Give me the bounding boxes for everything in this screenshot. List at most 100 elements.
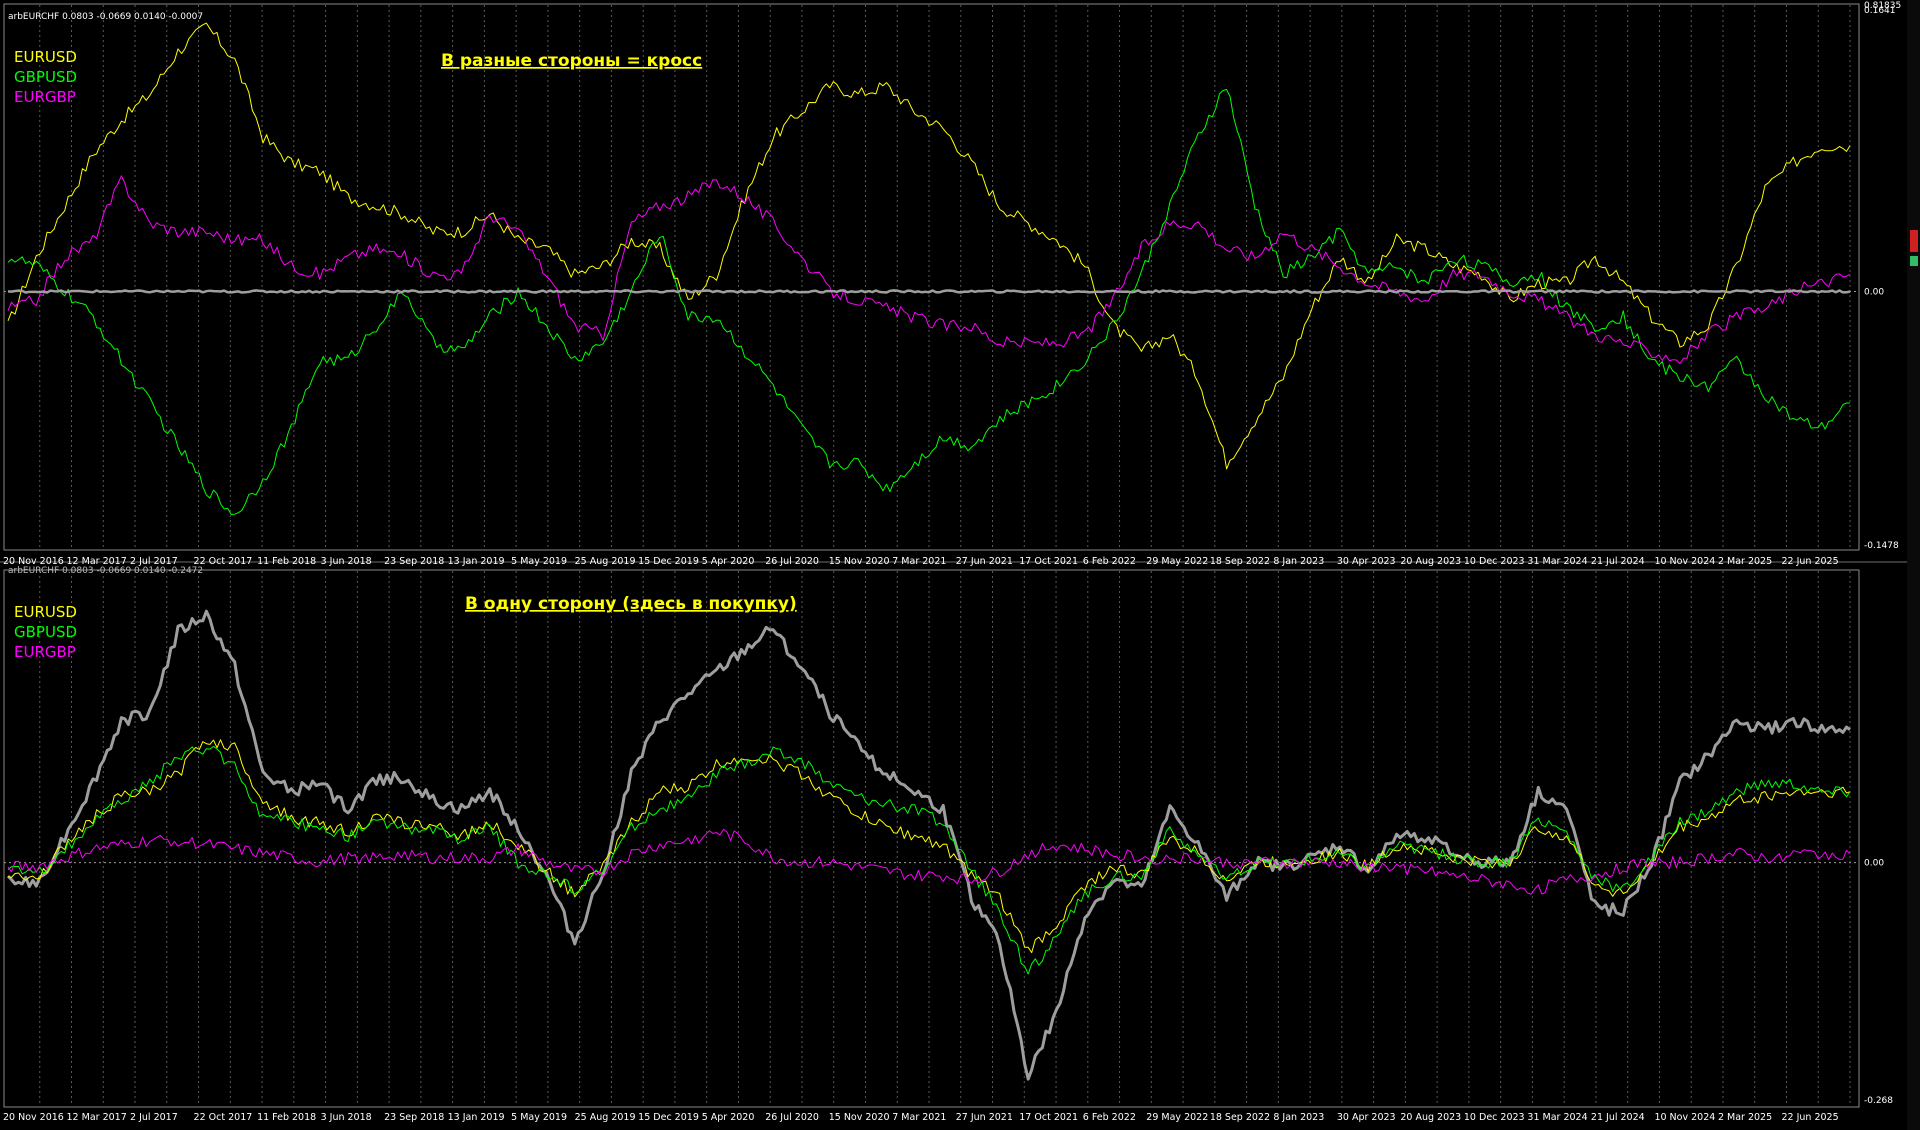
x-tick-label: 17 Oct 2021 [1019, 556, 1078, 567]
x-tick-label: 30 Apr 2023 [1337, 1112, 1396, 1123]
series-line-arb [7, 289, 1851, 294]
x-tick-label: 6 Feb 2022 [1083, 1112, 1136, 1123]
x-tick-label: 26 Jul 2020 [765, 1112, 819, 1123]
x-tick-label: 7 Mar 2021 [892, 556, 946, 567]
chart-title-bottom: В одну сторону (здесь в покупку) [465, 594, 797, 614]
x-tick-label: 15 Dec 2019 [638, 1112, 699, 1123]
x-tick-label: 5 May 2019 [511, 556, 567, 567]
series-line-eurusd [7, 739, 1851, 954]
x-tick-label: 25 Aug 2019 [575, 556, 636, 567]
chart-title-top: В разные стороны = кросс [441, 51, 702, 71]
x-tick-label: 10 Nov 2024 [1654, 556, 1715, 567]
x-tick-label: 3 Jun 2018 [321, 1112, 372, 1123]
x-tick-label: 3 Jun 2018 [321, 556, 372, 567]
y-tick-label: 0.00 [1864, 287, 1884, 297]
x-tick-label: 22 Oct 2017 [194, 1112, 253, 1123]
x-tick-label: 5 May 2019 [511, 1112, 567, 1123]
x-tick-label: 23 Sep 2018 [384, 1112, 444, 1123]
x-tick-label: 20 Nov 2016 [3, 556, 64, 567]
y-axis-bottom: 0.00 -0.268 [1864, 859, 1893, 1106]
x-tick-label: 2 Jul 2017 [130, 1112, 178, 1123]
x-tick-label: 2 Mar 2025 [1718, 556, 1772, 567]
x-axis-top: 20 Nov 2016 12 Mar 2017 2 Jul 2017 22 Oct 2… [3, 556, 1839, 567]
x-tick-label: 31 Mar 2024 [1527, 556, 1587, 567]
x-tick-label: 25 Aug 2019 [575, 1112, 636, 1123]
grid-bottom [39, 571, 1851, 1106]
x-tick-label: 15 Dec 2019 [638, 556, 699, 567]
x-tick-label: 10 Dec 2023 [1464, 1112, 1525, 1123]
x-tick-label: 22 Jun 2025 [1781, 1112, 1838, 1123]
x-tick-label: 12 Mar 2017 [67, 556, 127, 567]
x-tick-label: 11 Feb 2018 [257, 1112, 316, 1123]
plot-frame-bottom [3, 569, 1860, 1108]
x-tick-label: 5 Apr 2020 [702, 556, 755, 567]
x-tick-label: 23 Sep 2018 [384, 556, 444, 567]
series-line-eurgbp [7, 828, 1851, 895]
x-tick-label: 29 May 2022 [1146, 556, 1208, 567]
x-tick-label: 10 Dec 2023 [1464, 556, 1525, 567]
series-group-bottom [6, 609, 1851, 1081]
legend-top: EURUSD GBPUSD EURGBP [14, 48, 77, 106]
x-tick-label: 26 Jul 2020 [765, 556, 819, 567]
scrollbar-marker-red [1910, 230, 1918, 252]
series-line-gbpusd [7, 745, 1851, 975]
x-tick-label: 11 Feb 2018 [257, 556, 316, 567]
y-axis-top: 0.1641 0.00 -0.1478 [1864, 6, 1899, 551]
x-tick-label: 12 Mar 2017 [67, 1112, 127, 1123]
y-tick-label: -0.268 [1864, 1096, 1893, 1106]
x-tick-label: 18 Sep 2022 [1210, 556, 1270, 567]
legend-entry: GBPUSD [14, 623, 77, 641]
x-tick-label: 18 Sep 2022 [1210, 1112, 1270, 1123]
x-tick-label: 5 Apr 2020 [702, 1112, 755, 1123]
series-line-eurgbp [7, 175, 1851, 365]
grid-top [39, 5, 1851, 549]
x-tick-label: 30 Apr 2023 [1337, 556, 1396, 567]
x-tick-label: 22 Oct 2017 [194, 556, 253, 567]
x-tick-label: 6 Feb 2022 [1083, 556, 1136, 567]
x-axis-bottom: 20 Nov 2016 12 Mar 2017 2 Jul 2017 22 Oct 2… [3, 1112, 1839, 1123]
legend-entry: EURUSD [14, 48, 77, 66]
x-tick-label: 15 Nov 2020 [829, 556, 890, 567]
x-tick-label: 27 Jun 2021 [956, 1112, 1013, 1123]
y-tick-label: 0.00 [1864, 859, 1884, 869]
series-line-gbpusd [7, 89, 1850, 515]
y-tick-label: 0.1641 [1864, 6, 1896, 16]
legend-entry: EURUSD [14, 603, 77, 621]
x-tick-label: 21 Jul 2024 [1591, 556, 1645, 567]
x-tick-label: 20 Nov 2016 [3, 1112, 64, 1123]
x-tick-label: 2 Jul 2017 [130, 556, 178, 567]
x-tick-label: 31 Mar 2024 [1527, 1112, 1587, 1123]
x-tick-label: 15 Nov 2020 [829, 1112, 890, 1123]
series-group-top [7, 22, 1851, 515]
x-tick-label: 2 Mar 2025 [1718, 1112, 1772, 1123]
indicator-header-top: arbEURCHF 0.0803 -0.0669 0.0140 -0.0007 [8, 12, 203, 22]
scrollbar-marker-green [1910, 256, 1918, 266]
x-tick-label: 8 Jan 2023 [1273, 1112, 1324, 1123]
x-tick-label: 13 Jan 2019 [448, 556, 505, 567]
x-tick-label: 20 Aug 2023 [1400, 1112, 1461, 1123]
x-tick-label: 27 Jun 2021 [956, 556, 1013, 567]
x-tick-label: 13 Jan 2019 [448, 1112, 505, 1123]
series-line-eurusd [7, 22, 1851, 470]
series-line-arb [6, 609, 1851, 1081]
y-tick-label: -0.1478 [1864, 541, 1899, 551]
x-tick-label: 29 May 2022 [1146, 1112, 1208, 1123]
x-tick-label: 21 Jul 2024 [1591, 1112, 1645, 1123]
legend-entry: EURGBP [14, 88, 76, 106]
x-tick-label: 20 Aug 2023 [1400, 556, 1461, 567]
legend-entry: GBPUSD [14, 68, 77, 86]
plot-frame-top [3, 3, 1860, 551]
x-tick-label: 22 Jun 2025 [1781, 556, 1838, 567]
y-top-label: 0.81835 [1864, 1, 1901, 11]
x-tick-label: 7 Mar 2021 [892, 1112, 946, 1123]
x-tick-label: 10 Nov 2024 [1654, 1112, 1715, 1123]
legend-entry: EURGBP [14, 643, 76, 661]
indicator-header-bottom: arbEURCHF 0.0803 -0.0669 0.0140 -0.2472 [8, 566, 203, 576]
x-tick-label: 8 Jan 2023 [1273, 556, 1324, 567]
right-scrollbar[interactable] [1907, 0, 1920, 1130]
legend-bottom: EURUSD GBPUSD EURGBP [14, 603, 77, 661]
x-tick-label: 17 Oct 2021 [1019, 1112, 1078, 1123]
